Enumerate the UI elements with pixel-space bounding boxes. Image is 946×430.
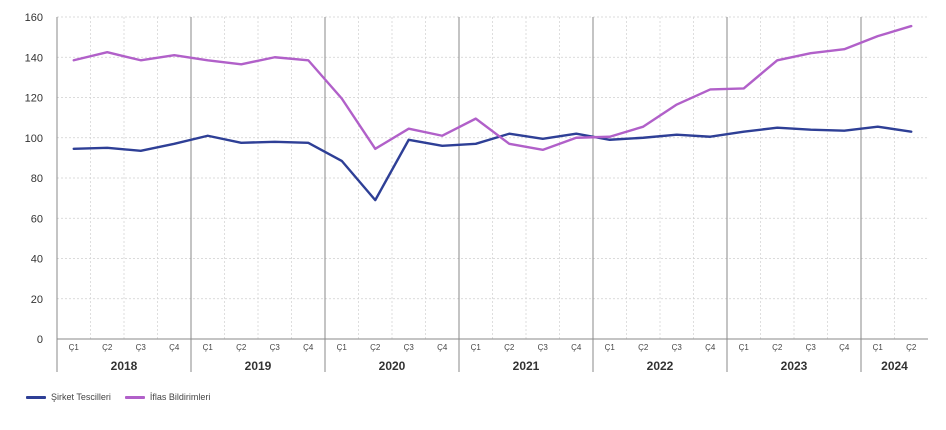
year-label-2018: 2018 bbox=[111, 359, 138, 373]
x-tick-label-23: Ç4 bbox=[839, 343, 850, 352]
x-tick-label-25: Ç2 bbox=[906, 343, 917, 352]
x-tick-label-10: Ç3 bbox=[404, 343, 415, 352]
x-tick-label-24: Ç1 bbox=[873, 343, 884, 352]
x-tick-label-9: Ç2 bbox=[370, 343, 381, 352]
y-tick-label-140: 140 bbox=[25, 52, 43, 64]
y-tick-label-100: 100 bbox=[25, 133, 43, 145]
x-tick-label-0: Ç1 bbox=[69, 343, 80, 352]
y-tick-label-160: 160 bbox=[25, 12, 43, 24]
x-tick-label-16: Ç1 bbox=[605, 343, 616, 352]
x-tick-label-3: Ç4 bbox=[169, 343, 180, 352]
x-tick-label-4: Ç1 bbox=[203, 343, 214, 352]
x-tick-label-17: Ç2 bbox=[638, 343, 649, 352]
x-tick-label-14: Ç3 bbox=[538, 343, 549, 352]
year-label-2023: 2023 bbox=[781, 359, 808, 373]
legend-item-sirket-tescilleri[interactable]: Şirket Tescilleri bbox=[26, 392, 111, 402]
x-tick-label-5: Ç2 bbox=[236, 343, 247, 352]
y-tick-label-80: 80 bbox=[31, 173, 43, 185]
axes bbox=[56, 17, 928, 372]
series-line-0 bbox=[72, 125, 913, 202]
legend-label-sirket-tescilleri: Şirket Tescilleri bbox=[51, 392, 111, 402]
x-tick-label-11: Ç4 bbox=[437, 343, 448, 352]
grid bbox=[57, 16, 928, 372]
y-tick-label-0: 0 bbox=[37, 334, 43, 346]
x-tick-label-8: Ç1 bbox=[337, 343, 348, 352]
year-label-2022: 2022 bbox=[647, 359, 674, 373]
x-tick-label-20: Ç1 bbox=[739, 343, 750, 352]
year-label-2021: 2021 bbox=[513, 359, 540, 373]
legend: Şirket Tescilleri İflas Bildirimleri bbox=[26, 392, 210, 402]
legend-label-iflas-bildirimleri: İflas Bildirimleri bbox=[149, 392, 211, 402]
y-tick-label-60: 60 bbox=[31, 213, 43, 225]
legend-swatch-sirket-tescilleri bbox=[26, 395, 46, 399]
x-tick-label-15: Ç4 bbox=[571, 343, 582, 352]
x-tick-label-2: Ç3 bbox=[136, 343, 147, 352]
y-tick-label-20: 20 bbox=[31, 294, 43, 306]
y-tick-label-120: 120 bbox=[25, 93, 43, 105]
year-label-2019: 2019 bbox=[245, 359, 272, 373]
legend-swatch-iflas-bildirimleri bbox=[124, 395, 145, 399]
axis-labels: 0 20 40 60 80 100 120 140 160 Ç1 Ç2 Ç3 Ç4 Ç1 Ç2 Ç3 Ç4 Ç1 Ç… bbox=[25, 12, 917, 373]
x-tick-label-7: Ç4 bbox=[303, 343, 314, 352]
y-tick-label-40: 40 bbox=[31, 254, 43, 266]
x-tick-label-6: Ç3 bbox=[270, 343, 281, 352]
x-tick-label-13: Ç2 bbox=[504, 343, 515, 352]
year-label-2024: 2024 bbox=[881, 359, 908, 373]
year-label-2020: 2020 bbox=[379, 359, 406, 373]
x-tick-label-12: Ç1 bbox=[471, 343, 482, 352]
legend-item-iflas-bildirimleri[interactable]: İflas Bildirimleri bbox=[124, 392, 211, 402]
x-tick-label-19: Ç4 bbox=[705, 343, 716, 352]
series-lines bbox=[72, 24, 913, 202]
x-tick-label-1: Ç2 bbox=[102, 343, 113, 352]
x-tick-label-22: Ç3 bbox=[806, 343, 817, 352]
series-line-1 bbox=[72, 24, 913, 152]
x-tick-label-18: Ç3 bbox=[672, 343, 683, 352]
x-tick-label-21: Ç2 bbox=[772, 343, 783, 352]
